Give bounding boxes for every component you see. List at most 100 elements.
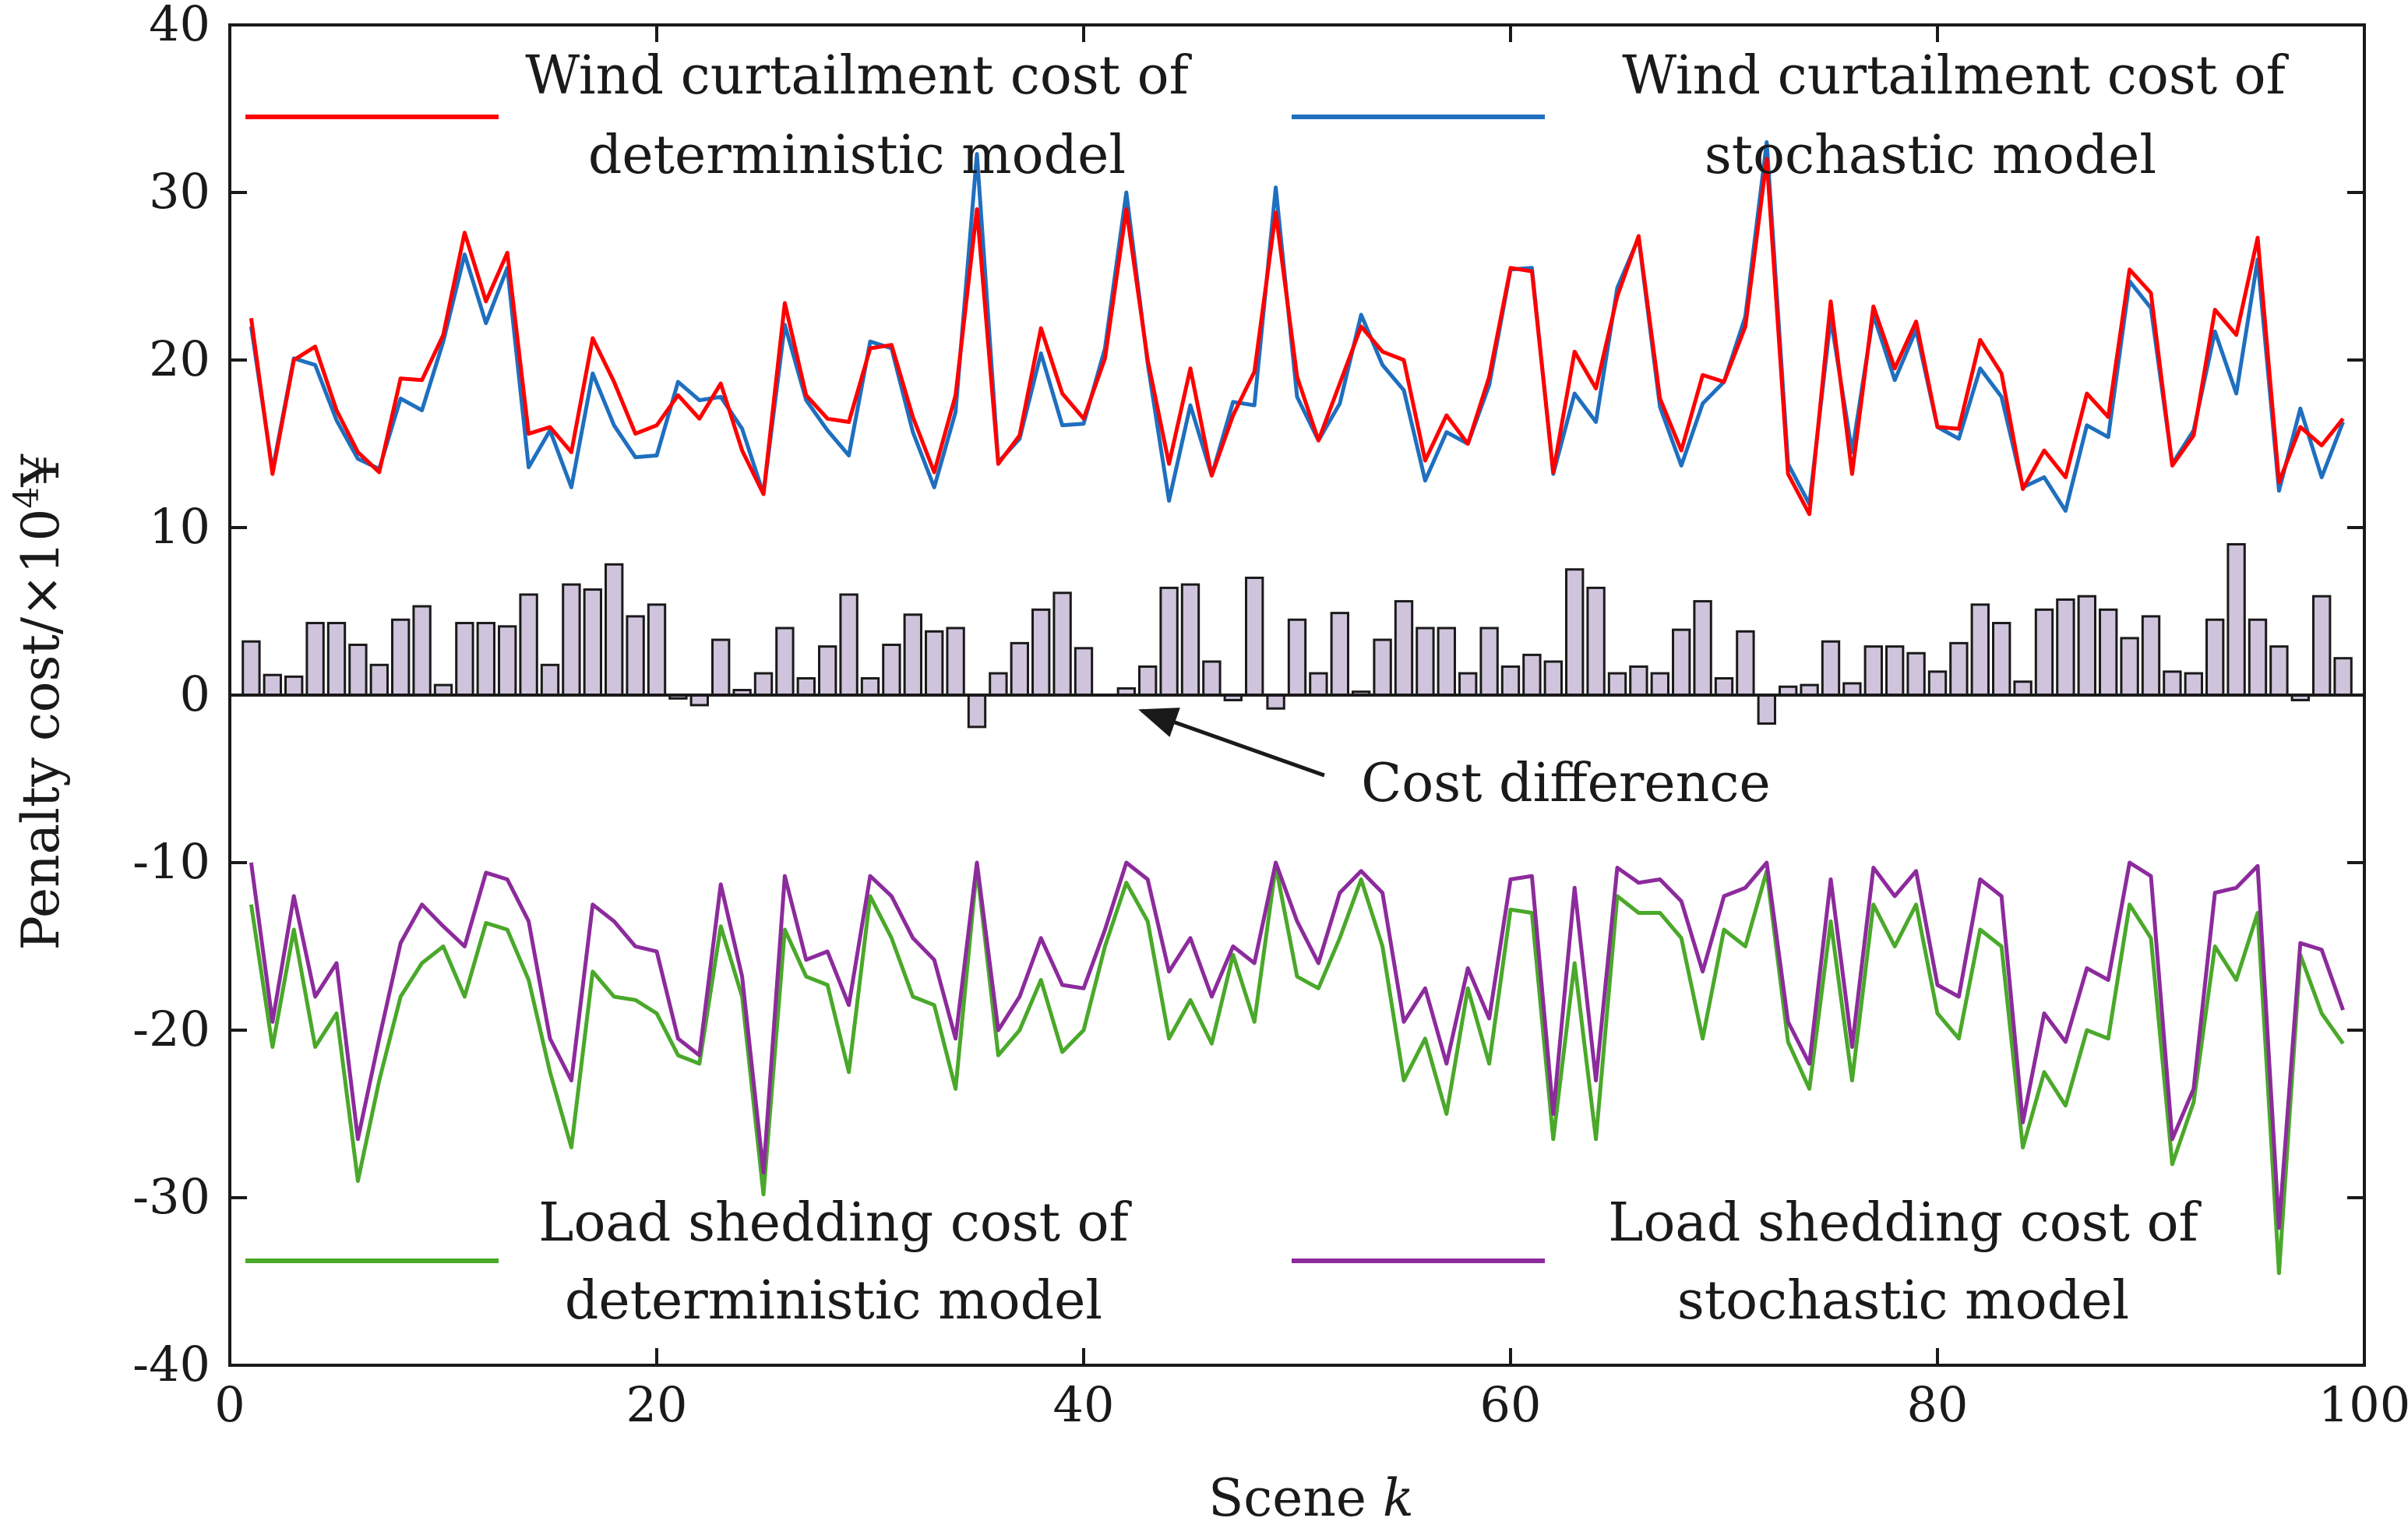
series-line-2	[249, 863, 2345, 1276]
legend-wind-stochastic: Wind curtailment cost of stochastic mode…	[1292, 45, 2290, 186]
cost-difference-bar	[1330, 612, 1349, 697]
cost-difference-bar	[2163, 670, 2182, 697]
cost-difference-bar	[2184, 672, 2203, 697]
cost-difference-bar	[2205, 618, 2225, 697]
legend-label-wind-deterministic-2: deterministic model	[588, 125, 1126, 186]
cost-difference-bar	[967, 694, 987, 729]
series-line-1	[249, 140, 2345, 513]
cost-difference-bar	[305, 622, 325, 697]
cost-difference-bar	[1074, 647, 1094, 697]
cost-difference-bar	[818, 645, 837, 697]
cost-difference-bar	[2099, 608, 2118, 697]
y-tick-label: 20	[149, 330, 210, 387]
annotation-arrow	[1138, 708, 1325, 778]
cost-difference-bar	[2120, 637, 2139, 697]
y-tick-label: 10	[149, 498, 210, 555]
y-tick-label: 0	[180, 665, 210, 722]
cost-difference-bar	[1458, 672, 1478, 697]
cost-difference-bar	[1052, 591, 1072, 697]
cost-difference-bar	[455, 622, 474, 697]
cost-difference-bar	[1970, 603, 1990, 697]
cost-difference-bar	[1416, 627, 1435, 697]
cost-difference-bar	[1245, 577, 1264, 697]
y-tick-label: -30	[132, 1168, 210, 1225]
cost-difference-bar	[2269, 645, 2289, 697]
series-line-3	[249, 860, 2345, 1230]
cost-difference-bar	[583, 588, 602, 697]
cost-difference-bar	[1842, 682, 1862, 697]
cost-difference-bar	[1992, 622, 2011, 697]
cost-difference-bar	[242, 640, 261, 697]
cost-difference-bar	[1565, 568, 1585, 697]
cost-difference-bar	[326, 622, 347, 697]
cost-difference-bar	[1586, 586, 1606, 697]
cost-difference-bar	[1180, 583, 1200, 697]
legend-label-load-deterministic-2: deterministic model	[565, 1270, 1102, 1332]
cost-difference-bar	[1693, 600, 1712, 697]
cost-difference-bar	[925, 630, 944, 697]
cost-difference-bar	[796, 677, 816, 697]
cost-difference-bar	[839, 593, 858, 697]
cost-difference-bar	[348, 644, 368, 697]
cost-difference-bar	[391, 618, 411, 697]
cost-difference-bar	[284, 675, 304, 697]
x-tick-label: 100	[2318, 1376, 2408, 1433]
legend-wind-deterministic: Wind curtailment cost of deterministic m…	[245, 45, 1193, 186]
cost-difference-bar	[369, 663, 389, 697]
cost-difference-bar	[1714, 677, 1734, 697]
cost-difference-bar	[2056, 598, 2075, 697]
legend-label-wind-deterministic-1: Wind curtailment cost of	[525, 45, 1192, 107]
cost-difference-bar	[1373, 638, 1392, 697]
cost-difference-bar	[1266, 694, 1285, 710]
y-tick-label: -10	[132, 833, 210, 890]
cost-difference-bar	[1863, 645, 1883, 697]
cost-difference-bar	[2077, 595, 2096, 697]
series-line-0	[249, 157, 2345, 517]
legend-label-load-deterministic-1: Load shedding cost of	[538, 1192, 1132, 1254]
x-axis-title: Scene k	[1208, 1468, 1414, 1528]
cost-difference-bar	[1309, 672, 1328, 697]
cost-difference-bar	[860, 677, 880, 697]
y-axis-title: Penalty cost/×104¥	[7, 454, 71, 951]
cost-difference-bar	[1202, 660, 1222, 697]
cost-difference-bar	[647, 603, 667, 697]
cost-difference-bar	[1394, 600, 1414, 697]
cost-difference-bar	[1607, 672, 1627, 697]
cost-difference-bar	[2034, 608, 2054, 697]
cost-difference-bar	[1736, 630, 1755, 697]
x-tick-label: 20	[626, 1376, 688, 1433]
cost-difference-bar	[2226, 543, 2246, 697]
legend-load-stochastic: Load shedding cost of stochastic model	[1292, 1192, 2202, 1332]
cost-difference-bar	[562, 583, 581, 697]
x-tick-label: 0	[214, 1376, 245, 1433]
cost-difference-bar	[775, 627, 795, 697]
x-tick-label: 40	[1053, 1376, 1115, 1433]
legend-label-load-stochastic-2: stochastic model	[1677, 1270, 2129, 1332]
y-tick-label: 40	[149, 0, 210, 52]
cost-difference-bar	[2333, 657, 2353, 697]
cost-difference-bar	[476, 622, 495, 697]
cost-difference-bar	[946, 627, 965, 697]
cost-difference-bar	[605, 563, 624, 697]
ticks-layer: 0 20 40 60 80 100 -40 -30 -20 -10 0 10 20 30 40	[132, 0, 2408, 1433]
cost-difference-bar	[1010, 641, 1029, 697]
cost-difference-bar	[882, 644, 901, 697]
cost-difference-bar	[1629, 665, 1648, 697]
cost-difference-bar	[519, 593, 538, 697]
cost-difference-bar	[2141, 615, 2161, 697]
y-tick-label: -20	[132, 1001, 210, 1057]
cost-difference-bar	[903, 613, 922, 697]
legend-label-load-stochastic-1: Load shedding cost of	[1608, 1192, 2202, 1254]
cost-difference-bar	[2312, 595, 2332, 697]
cost-difference-bar	[2248, 618, 2268, 697]
cost-difference-bar	[1522, 653, 1542, 697]
cost-difference-bar	[1479, 627, 1499, 697]
cost-difference-bar	[1672, 628, 1691, 697]
cost-difference-bar	[1437, 627, 1456, 697]
cost-difference-bar	[626, 615, 645, 697]
cost-difference-bar	[1031, 608, 1051, 697]
cost-difference-bar	[989, 672, 1008, 697]
cost-difference-bar	[1757, 694, 1776, 725]
y-tick-label: -40	[132, 1336, 210, 1393]
